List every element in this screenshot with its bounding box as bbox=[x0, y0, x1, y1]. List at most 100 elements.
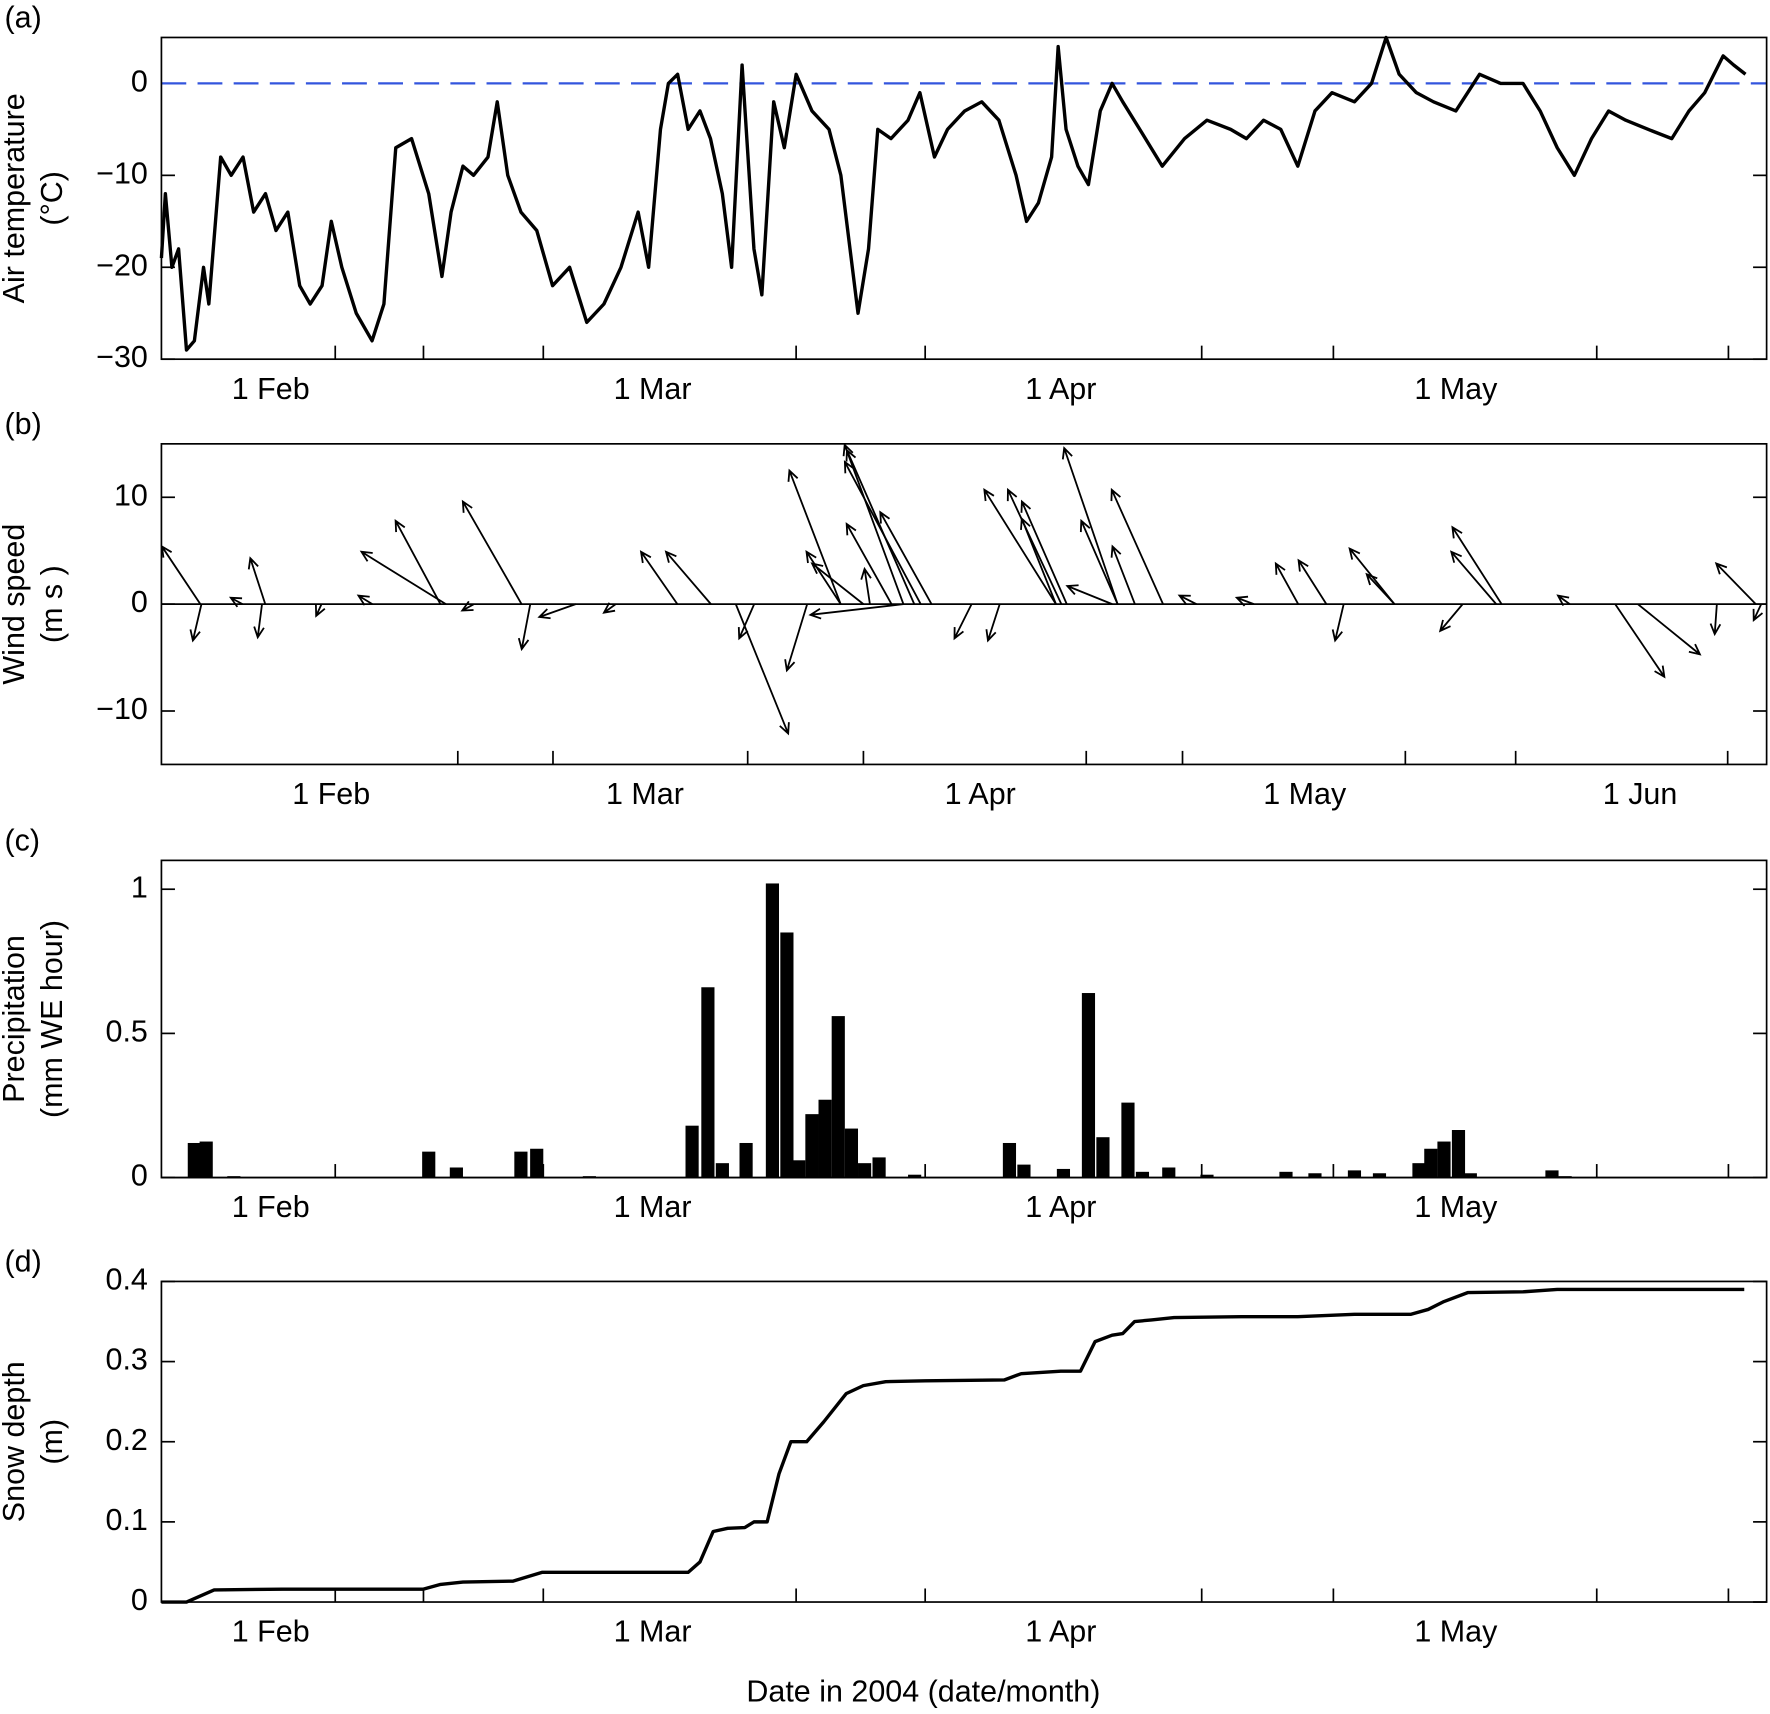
x-tick-label: 1 Mar bbox=[614, 1615, 692, 1649]
wind-arrow bbox=[1637, 603, 1702, 656]
wind-arrow bbox=[845, 522, 893, 605]
bar bbox=[187, 1142, 201, 1178]
wind-arrow bbox=[1079, 518, 1119, 605]
wind-arrow bbox=[228, 596, 243, 608]
bar bbox=[1056, 1168, 1071, 1178]
wind-arrow bbox=[983, 488, 1057, 605]
wind-arrow bbox=[461, 499, 523, 605]
bar bbox=[1017, 1164, 1031, 1178]
bar bbox=[739, 1142, 753, 1178]
y-axis-label: (m) bbox=[35, 1419, 69, 1465]
y-tick-label: 0.3 bbox=[106, 1343, 148, 1377]
bar bbox=[701, 987, 715, 1178]
wind-arrow bbox=[985, 603, 1001, 643]
y-tick-label: 0 bbox=[131, 1583, 148, 1617]
y-tick-label: 0.1 bbox=[106, 1503, 148, 1537]
y-tick-label: 0 bbox=[131, 585, 148, 619]
wind-arrow bbox=[842, 442, 905, 605]
y-tick-label: 0 bbox=[131, 1159, 148, 1193]
wind-arrow bbox=[1297, 558, 1328, 605]
wind-arrow bbox=[879, 510, 933, 605]
wind-arrow bbox=[537, 603, 577, 620]
x-tick-label: 1 May bbox=[1263, 777, 1347, 811]
panel-label: (a) bbox=[5, 0, 42, 34]
wind-arrow bbox=[247, 556, 267, 605]
bar bbox=[530, 1148, 544, 1178]
wind-arrow bbox=[359, 550, 447, 605]
y-axis-label: Snow depth bbox=[0, 1361, 31, 1522]
y-axis-label: Air temperature bbox=[0, 93, 31, 303]
data-line bbox=[161, 1287, 1745, 1604]
wind-arrow bbox=[664, 550, 712, 605]
x-tick-label: 1 May bbox=[1414, 372, 1498, 406]
bar bbox=[422, 1151, 436, 1178]
bar bbox=[1437, 1141, 1451, 1178]
wind-arrow bbox=[784, 603, 809, 673]
bar bbox=[818, 1099, 832, 1178]
bar bbox=[1002, 1142, 1017, 1178]
wind-arrow bbox=[517, 603, 532, 652]
panel-label: (d) bbox=[5, 1244, 42, 1278]
y-axis-label: (°C) bbox=[35, 171, 69, 225]
bar bbox=[872, 1157, 886, 1178]
wind-arrow bbox=[1006, 487, 1063, 605]
x-tick-label: 1 May bbox=[1414, 1190, 1498, 1224]
bar bbox=[844, 1128, 859, 1178]
wind-arrow bbox=[1714, 562, 1757, 605]
wind-arrow bbox=[1449, 550, 1497, 605]
y-tick-label: 0 bbox=[131, 64, 148, 98]
x-tick-label: 1 Mar bbox=[614, 1190, 692, 1224]
wind-arrow bbox=[1110, 487, 1164, 605]
wind-arrow bbox=[1274, 561, 1300, 605]
wind-arrow bbox=[1365, 572, 1396, 605]
wind-arrow bbox=[460, 600, 475, 612]
bar bbox=[1096, 1137, 1110, 1178]
x-tick-label: 1 Jun bbox=[1603, 777, 1678, 811]
y-tick-label: −20 bbox=[96, 248, 148, 282]
wind-arrow bbox=[787, 468, 842, 605]
wind-arrow bbox=[639, 550, 679, 605]
y-axis-label: (mm WE hour) bbox=[35, 920, 69, 1118]
y-tick-label: 0.2 bbox=[106, 1423, 148, 1457]
bar bbox=[858, 1163, 872, 1178]
bar bbox=[1424, 1148, 1438, 1178]
wind-arrow bbox=[314, 603, 326, 618]
wind-arrow bbox=[1234, 595, 1255, 607]
bar bbox=[1081, 993, 1096, 1178]
bar bbox=[908, 1174, 922, 1178]
bar bbox=[780, 932, 794, 1178]
wind-arrow bbox=[1709, 604, 1722, 637]
bar bbox=[1412, 1163, 1426, 1178]
y-tick-label: −30 bbox=[96, 340, 148, 374]
wind-arrow bbox=[805, 550, 842, 605]
wind-arrow bbox=[1331, 603, 1345, 643]
wind-arrow bbox=[1065, 584, 1113, 605]
y-axis-label: Wind speed bbox=[0, 524, 31, 685]
wind-arrow bbox=[808, 603, 904, 620]
plot-frame bbox=[160, 1280, 1768, 1603]
bar bbox=[1347, 1170, 1362, 1178]
bar bbox=[1463, 1173, 1477, 1178]
x-tick-label: 1 Mar bbox=[614, 372, 692, 406]
wind-arrow bbox=[1020, 499, 1068, 605]
y-tick-label: 0.5 bbox=[106, 1014, 148, 1048]
x-tick-label: 1 May bbox=[1414, 1615, 1498, 1649]
y-tick-label: −10 bbox=[96, 692, 148, 726]
wind-arrow bbox=[860, 566, 872, 605]
plot-frame bbox=[160, 36, 1768, 361]
x-tick-label: 1 Mar bbox=[606, 777, 684, 811]
y-axis-label: Precipitation bbox=[0, 935, 31, 1103]
x-tick-label: 1 Apr bbox=[1025, 1190, 1096, 1224]
wind-arrow bbox=[1556, 594, 1571, 606]
panel-label: (c) bbox=[5, 823, 41, 857]
wind-arrow bbox=[1177, 594, 1197, 606]
x-tick-label: 1 Apr bbox=[1025, 1615, 1096, 1649]
bar bbox=[1200, 1174, 1214, 1178]
panel-label: (b) bbox=[5, 407, 42, 441]
bar bbox=[765, 883, 780, 1178]
wind-arrow bbox=[1110, 544, 1136, 605]
bar bbox=[792, 1160, 806, 1178]
x-tick-label: 1 Feb bbox=[232, 1190, 310, 1224]
wind-arrow bbox=[1451, 525, 1503, 605]
